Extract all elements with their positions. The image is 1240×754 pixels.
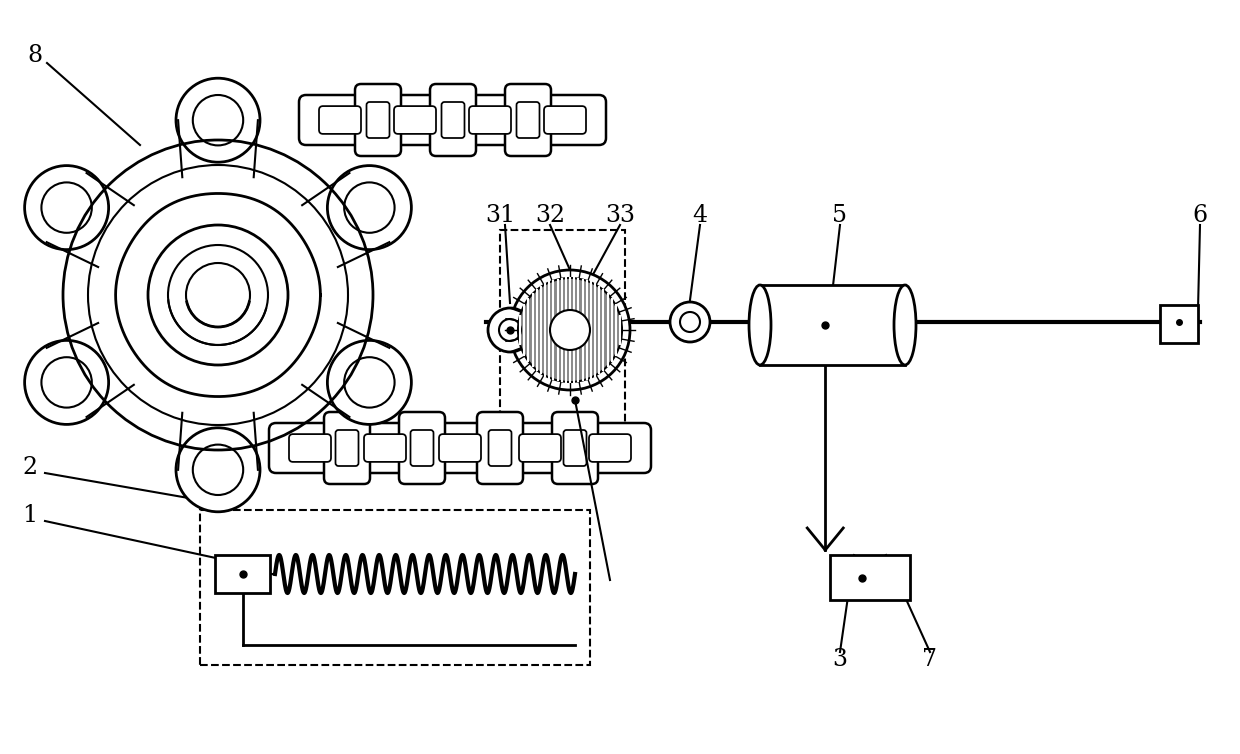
FancyBboxPatch shape [569,423,651,473]
FancyBboxPatch shape [1159,305,1198,343]
FancyBboxPatch shape [469,106,511,134]
Text: 7: 7 [923,648,937,672]
Bar [500,230,625,440]
FancyBboxPatch shape [552,412,598,484]
FancyBboxPatch shape [441,102,465,138]
FancyBboxPatch shape [394,106,436,134]
FancyBboxPatch shape [336,430,358,466]
Circle shape [327,166,412,250]
Ellipse shape [749,285,771,365]
Text: 31: 31 [485,204,515,226]
Text: 5: 5 [832,204,847,226]
FancyBboxPatch shape [520,434,560,462]
Circle shape [510,270,630,390]
FancyBboxPatch shape [269,423,351,473]
Text: 8: 8 [27,44,42,66]
FancyBboxPatch shape [374,95,456,145]
Bar [200,510,590,665]
FancyBboxPatch shape [367,102,389,138]
FancyBboxPatch shape [215,555,270,593]
Text: 3: 3 [832,648,847,672]
FancyBboxPatch shape [544,106,587,134]
FancyBboxPatch shape [505,84,551,156]
Circle shape [25,166,109,250]
Text: 33: 33 [605,204,635,226]
Circle shape [25,340,109,425]
FancyBboxPatch shape [525,95,606,145]
Text: 32: 32 [534,204,565,226]
Circle shape [551,310,590,350]
Circle shape [670,302,711,342]
Circle shape [176,428,260,512]
FancyBboxPatch shape [489,430,511,466]
Ellipse shape [894,285,916,365]
Circle shape [518,278,622,382]
FancyBboxPatch shape [343,423,427,473]
Text: 2: 2 [22,456,37,480]
FancyBboxPatch shape [430,84,476,156]
FancyBboxPatch shape [324,412,370,484]
Text: 1: 1 [22,504,37,528]
FancyBboxPatch shape [563,430,587,466]
FancyBboxPatch shape [399,412,445,484]
Text: 4: 4 [692,204,708,226]
FancyBboxPatch shape [477,412,523,484]
Circle shape [327,340,412,425]
FancyBboxPatch shape [410,430,434,466]
Circle shape [489,308,532,352]
Bar [760,285,905,365]
FancyBboxPatch shape [517,102,539,138]
FancyBboxPatch shape [319,106,361,134]
FancyBboxPatch shape [299,95,381,145]
Circle shape [176,78,260,162]
Bar [830,555,910,600]
Text: 6: 6 [1193,204,1208,226]
FancyBboxPatch shape [439,434,481,462]
FancyBboxPatch shape [355,84,401,156]
FancyBboxPatch shape [289,434,331,462]
FancyBboxPatch shape [365,434,405,462]
FancyBboxPatch shape [589,434,631,462]
FancyBboxPatch shape [419,423,501,473]
FancyBboxPatch shape [449,95,531,145]
FancyBboxPatch shape [498,423,582,473]
